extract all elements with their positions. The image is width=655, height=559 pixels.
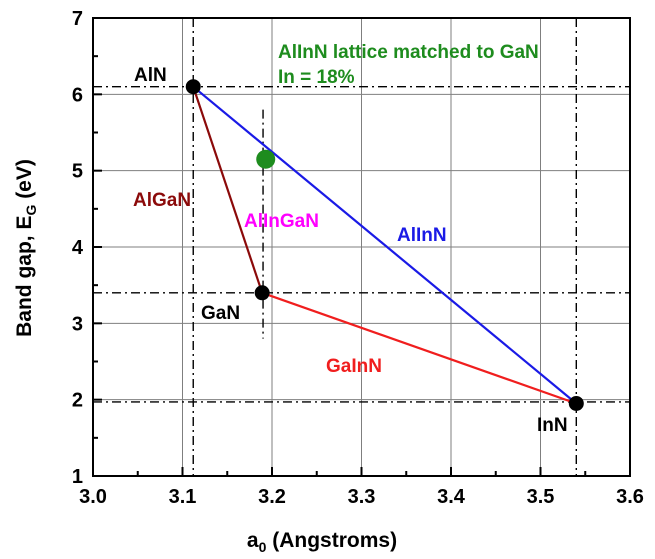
label-matched-indium: In = 18% [278,67,355,88]
x-tick-label-6: 3.6 [616,486,644,508]
label-inn: InN [537,415,568,436]
y-tick-label-4: 5 [72,161,83,183]
point-aln [185,79,201,95]
y-tick-label-5: 6 [72,84,83,106]
label-aln: AlN [134,65,167,86]
y-tick-label-3: 4 [72,237,84,259]
y-tick-label-6: 7 [72,8,83,30]
label-algan: AlGaN [133,190,191,211]
x-tick-label-5: 3.5 [527,486,555,508]
point-gan [254,285,270,301]
y-tick-label-1: 2 [72,390,83,412]
line-ganinn [261,291,577,405]
x-axis-title: a0 (Angstroms) [247,529,397,555]
y-axis-title: Band gap, EG (eV) [13,159,39,337]
tick-labels: 3.0 3.1 3.2 3.3 3.4 3.5 3.6 1 2 3 4 5 6 7 [72,8,644,508]
line-alinn [192,85,578,405]
line-algan [192,86,264,294]
grid-lines [93,18,630,476]
point-match [256,149,276,169]
axis-ticks [92,17,631,477]
label-ganinn: GaInN [326,356,382,377]
compound-points [185,79,584,411]
label-alingan: AlInGaN [244,211,319,232]
x-tick-label-4: 3.4 [437,486,466,508]
alloy-lines [192,85,578,405]
x-tick-label-0: 3.0 [79,486,107,508]
label-matched-title: AlInN lattice matched to GaN [278,42,539,63]
x-tick-label-3: 3.3 [348,486,376,508]
x-tick-label-2: 3.2 [258,486,286,508]
point-inn [568,395,584,411]
x-tick-label-1: 3.1 [169,486,197,508]
label-alinn: AlInN [397,225,447,246]
label-gan: GaN [201,303,240,324]
y-tick-label-0: 1 [72,466,83,488]
y-tick-label-2: 3 [72,313,83,335]
